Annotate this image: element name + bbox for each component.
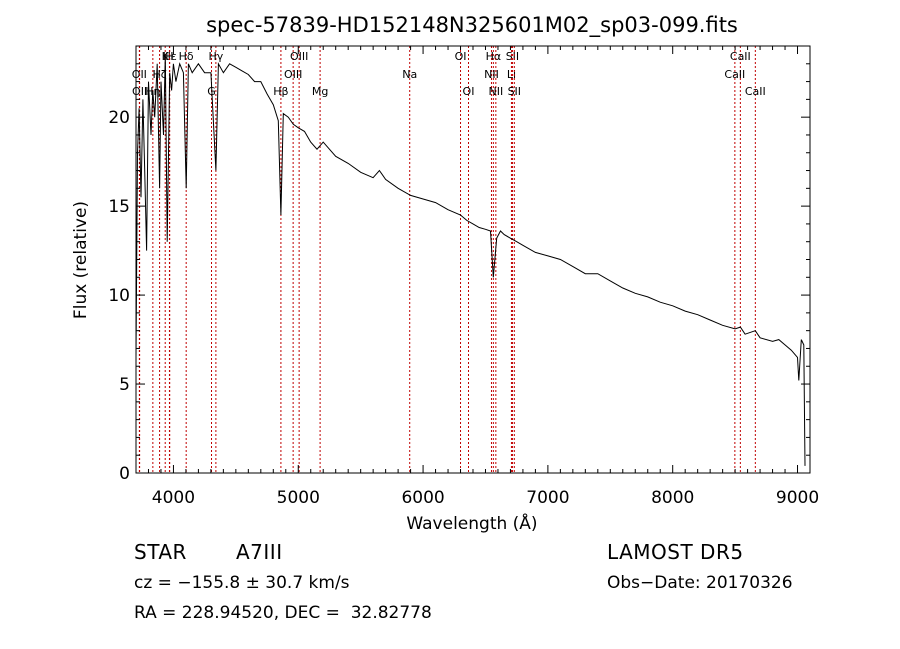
line-marker-label-22: SII [508, 85, 521, 98]
survey-name: LAMOST DR5 [607, 540, 744, 564]
x-tick-label-2: 6000 [401, 488, 444, 508]
x-tick-label-3: 7000 [526, 488, 569, 508]
y-tick-label-3: 15 [108, 197, 130, 217]
x-axis-label: Wavelength (Å) [406, 512, 537, 534]
object-class: STAR [134, 540, 187, 564]
line-marker-label-16: OI [463, 85, 475, 98]
coordinates: RA = 228.94520, DEC = 32.82778 [134, 603, 432, 623]
line-marker-label-21: Li [507, 68, 516, 81]
y-tick-label-0: 0 [119, 464, 130, 484]
line-marker-label-19: NII [488, 85, 503, 98]
line-marker-label-12: OIII [290, 50, 308, 63]
line-marker-label-14: Na [402, 68, 417, 81]
line-marker-label-4: Hζ [152, 68, 166, 81]
line-marker-label-2: H [165, 50, 173, 63]
observation-date: Obs−Date: 20170326 [607, 573, 793, 593]
plot-frame [135, 45, 811, 474]
line-marker-label-11: OIII [284, 68, 302, 81]
line-marker-label-17: Hα [486, 50, 502, 63]
y-tick-label-2: 10 [108, 286, 130, 306]
line-marker-label-10: Hβ [273, 85, 288, 98]
redshift-velocity: cz = −155.8 ± 30.7 km/s [134, 573, 350, 593]
object-subclass: A7III [236, 540, 283, 564]
line-marker-label-23: CaII [730, 50, 751, 63]
line-marker-label-20: SII [506, 50, 519, 63]
line-marker-label-5: Hδ [179, 50, 194, 63]
line-marker-label-8: Hγ [208, 50, 223, 63]
line-marker-label-15: OI [455, 50, 467, 63]
chart-title: spec-57839-HD152148N325601M02_sp03-099.f… [206, 13, 738, 38]
x-tick-label-4: 8000 [651, 488, 694, 508]
y-tick-label-4: 20 [108, 108, 130, 128]
x-tick-label-1: 5000 [277, 488, 320, 508]
line-marker-label-18: NII [484, 68, 499, 81]
y-tick-label-1: 5 [119, 375, 130, 395]
y-axis-label: Flux (relative) [71, 201, 91, 319]
x-tick-label-5: 9000 [776, 488, 819, 508]
spectrum-line [135, 54, 806, 466]
line-marker-label-13: Mg [312, 85, 328, 98]
axis-ticks: 4000 5000 6000 7000 8000 9000 0 5 10 15 20 [108, 45, 819, 508]
line-marker-label-24: CaII [724, 68, 745, 81]
line-marker-label-25: CaII [745, 85, 766, 98]
x-tick-label-0: 4000 [152, 488, 195, 508]
